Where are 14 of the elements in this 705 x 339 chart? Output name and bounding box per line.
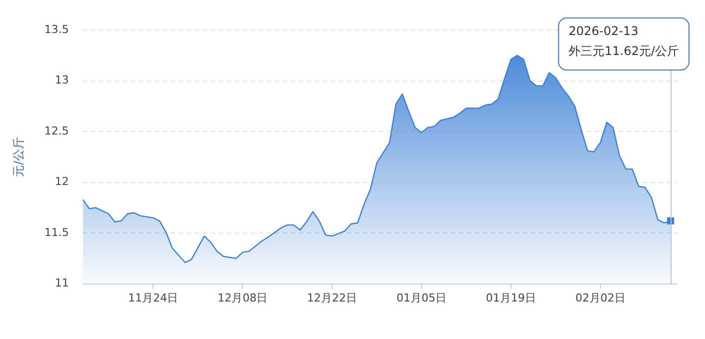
y-tick-label: 13.5 xyxy=(44,22,69,36)
x-tick-label: 01月19日 xyxy=(486,291,536,304)
annotation: 2026-02-13 外三元11.62元/公斤 xyxy=(568,24,680,58)
x-tick-label: 12月22日 xyxy=(307,291,358,304)
y-tick-label: 13 xyxy=(54,74,69,87)
x-tick-label: 02月02日 xyxy=(575,291,626,304)
y-tick-label: 12 xyxy=(54,175,69,188)
y-tick-label: 12.5 xyxy=(44,124,69,138)
x-tick-label: 12月08日 xyxy=(218,291,268,304)
x-tick-label: 11月24日 xyxy=(128,291,178,304)
y-tick-label: 11 xyxy=(54,276,69,290)
y-tick-label: 11.5 xyxy=(44,226,69,239)
y-axis-title: 元/公斤 xyxy=(11,136,26,177)
x-tick-label: 01月05日 xyxy=(396,291,446,304)
